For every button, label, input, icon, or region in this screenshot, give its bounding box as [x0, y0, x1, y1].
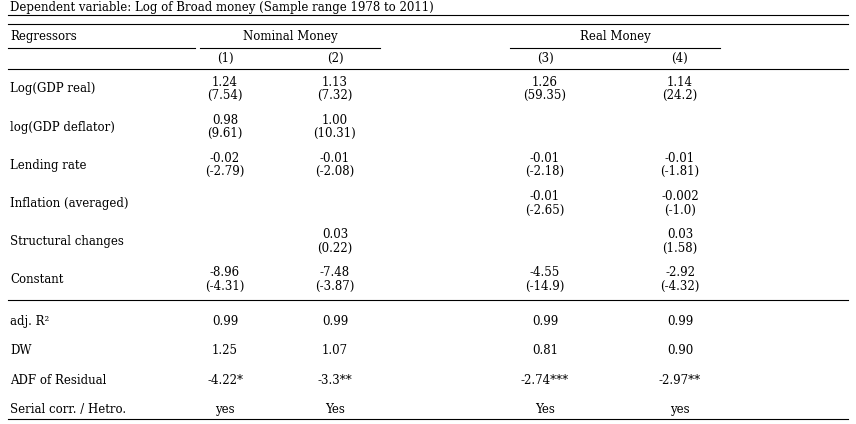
Text: (-2.79): (-2.79): [205, 165, 245, 179]
Text: -0.01: -0.01: [665, 152, 695, 165]
Text: (-4.32): (-4.32): [660, 280, 699, 293]
Text: (-4.31): (-4.31): [205, 280, 245, 293]
Text: (7.32): (7.32): [318, 89, 353, 102]
Text: 0.03: 0.03: [667, 228, 693, 241]
Text: -3.3**: -3.3**: [318, 374, 353, 387]
Text: yes: yes: [670, 403, 690, 416]
Text: -2.97**: -2.97**: [659, 374, 701, 387]
Text: (3): (3): [537, 52, 553, 65]
Text: (-14.9): (-14.9): [526, 280, 565, 293]
Text: 1.24: 1.24: [212, 75, 238, 89]
Text: Yes: Yes: [325, 403, 345, 416]
Text: (-2.08): (-2.08): [315, 165, 354, 179]
Text: Regressors: Regressors: [10, 30, 77, 43]
Text: 0.99: 0.99: [532, 315, 558, 328]
Text: -0.01: -0.01: [320, 152, 350, 165]
Text: adj. R²: adj. R²: [10, 315, 50, 328]
Text: 1.13: 1.13: [322, 75, 348, 89]
Text: -0.002: -0.002: [661, 190, 698, 203]
Text: -4.22*: -4.22*: [207, 374, 243, 387]
Text: (-1.0): (-1.0): [664, 204, 696, 217]
Text: 0.03: 0.03: [322, 228, 348, 241]
Text: (24.2): (24.2): [663, 89, 698, 102]
Text: (2): (2): [327, 52, 343, 65]
Text: log(GDP deflator): log(GDP deflator): [10, 120, 115, 134]
Text: 0.99: 0.99: [667, 315, 693, 328]
Text: Structural changes: Structural changes: [10, 235, 124, 248]
Text: 1.26: 1.26: [532, 75, 558, 89]
Text: (-3.87): (-3.87): [315, 280, 354, 293]
Text: -2.92: -2.92: [665, 266, 695, 279]
Text: (-1.81): (-1.81): [661, 165, 699, 179]
Text: (0.22): (0.22): [318, 242, 353, 255]
Text: 1.00: 1.00: [322, 114, 348, 127]
Text: DW: DW: [10, 344, 32, 357]
Text: Real Money: Real Money: [580, 30, 651, 43]
Text: -0.01: -0.01: [530, 190, 560, 203]
Text: 0.99: 0.99: [322, 315, 348, 328]
Text: (1.58): (1.58): [663, 242, 698, 255]
Text: ADF of Residual: ADF of Residual: [10, 374, 106, 387]
Text: yes: yes: [215, 403, 235, 416]
Text: (10.31): (10.31): [313, 127, 356, 140]
Text: Log(GDP real): Log(GDP real): [10, 82, 95, 95]
Text: Lending rate: Lending rate: [10, 159, 86, 172]
Text: -0.02: -0.02: [210, 152, 240, 165]
Text: (59.35): (59.35): [524, 89, 567, 102]
Text: 1.07: 1.07: [322, 344, 348, 357]
Text: 0.81: 0.81: [532, 344, 558, 357]
Text: 0.90: 0.90: [667, 344, 693, 357]
Text: -0.01: -0.01: [530, 152, 560, 165]
Text: Inflation (averaged): Inflation (averaged): [10, 197, 128, 210]
Text: -4.55: -4.55: [530, 266, 560, 279]
Text: (9.61): (9.61): [207, 127, 243, 140]
Text: Serial corr. / Hetro.: Serial corr. / Hetro.: [10, 403, 126, 416]
Text: (-2.18): (-2.18): [526, 165, 565, 179]
Text: Nominal Money: Nominal Money: [243, 30, 337, 43]
Text: -8.96: -8.96: [210, 266, 240, 279]
Text: Dependent variable: Log of Broad money (Sample range 1978 to 2011): Dependent variable: Log of Broad money (…: [10, 1, 434, 14]
Text: -2.74***: -2.74***: [521, 374, 569, 387]
Text: (7.54): (7.54): [207, 89, 243, 102]
Text: (-2.65): (-2.65): [526, 204, 565, 217]
Text: 0.98: 0.98: [212, 114, 238, 127]
Text: (1): (1): [217, 52, 234, 65]
Text: -7.48: -7.48: [320, 266, 350, 279]
Text: Yes: Yes: [535, 403, 555, 416]
Text: 0.99: 0.99: [212, 315, 238, 328]
Text: 1.25: 1.25: [212, 344, 238, 357]
Text: (4): (4): [672, 52, 688, 65]
Text: Constant: Constant: [10, 273, 63, 286]
Text: 1.14: 1.14: [667, 75, 693, 89]
